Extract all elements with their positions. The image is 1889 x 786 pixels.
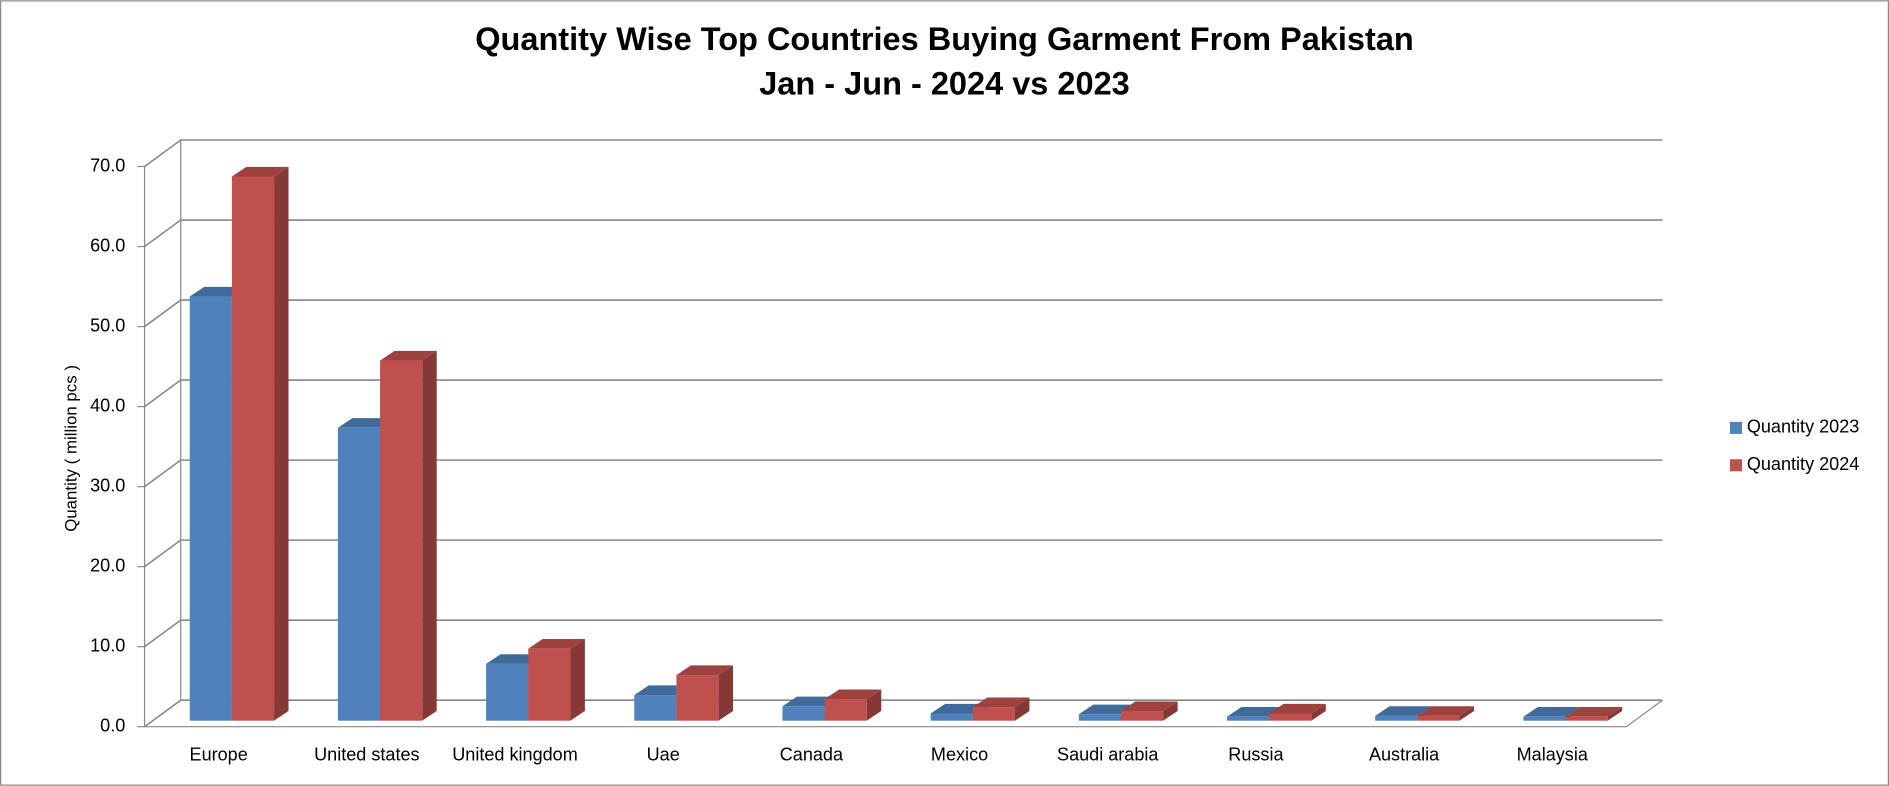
x-tick-label: Mexico <box>931 744 988 764</box>
y-tick-label: 40.0 <box>90 395 125 415</box>
grid-line <box>144 299 1663 328</box>
bar-side <box>1459 706 1474 721</box>
bar <box>1565 707 1623 721</box>
bar-front <box>528 648 571 721</box>
x-tick-label: Russia <box>1228 744 1284 764</box>
bar-front <box>1269 713 1312 721</box>
bar <box>676 665 734 721</box>
bar-front <box>1078 714 1121 721</box>
legend-swatch <box>1729 421 1743 434</box>
bar-front <box>380 360 423 721</box>
bar-top <box>1523 707 1580 717</box>
bar-side <box>570 639 585 721</box>
bar <box>528 639 585 721</box>
bar-side <box>1163 701 1178 721</box>
y-tick-label: 10.0 <box>90 635 125 655</box>
bar-front <box>486 663 529 721</box>
bar <box>824 689 882 721</box>
grid-line <box>144 459 1663 488</box>
bar-front <box>676 675 719 721</box>
bar-top <box>972 697 1030 708</box>
bar <box>1417 706 1474 721</box>
x-tick-label: Europe <box>190 744 248 764</box>
bar-side <box>718 665 734 721</box>
y-tick-label: 20.0 <box>90 555 125 575</box>
x-tick-label: Malaysia <box>1517 744 1589 764</box>
bar-front <box>1417 715 1460 721</box>
grid-line <box>144 379 1663 408</box>
y-tick-label: 70.0 <box>90 155 125 175</box>
bar-side <box>274 166 289 721</box>
bar-top <box>824 689 882 700</box>
x-tick-label: United kingdom <box>452 744 578 764</box>
bar-top <box>1375 706 1432 716</box>
bar-front <box>1120 711 1164 721</box>
bar-top <box>1269 703 1326 714</box>
bar-front <box>1375 715 1418 721</box>
y-tick-label: 0.0 <box>100 715 125 735</box>
chart-subtitle: Jan - Jun - 2024 vs 2023 <box>759 65 1130 101</box>
bar-top <box>231 166 289 177</box>
bar-side <box>1014 697 1030 721</box>
legend-label: Quantity 2024 <box>1747 454 1859 474</box>
bar-top <box>1120 701 1178 712</box>
bar <box>231 166 289 721</box>
grid-line <box>144 539 1663 568</box>
y-tick-label: 60.0 <box>90 235 125 255</box>
bar-front <box>337 427 381 721</box>
bar-side <box>1607 707 1623 721</box>
x-tick-label: United states <box>314 744 419 764</box>
bar-side <box>866 689 882 721</box>
floor-edge <box>144 699 1663 728</box>
bar-front <box>231 176 275 721</box>
grid-line <box>144 699 1663 728</box>
bar-top <box>1565 707 1623 717</box>
bar-top <box>528 639 585 649</box>
legend-swatch <box>1729 459 1743 472</box>
y-tick-label: 50.0 <box>90 315 125 335</box>
bar-top <box>676 665 734 676</box>
x-tick-label: Uae <box>647 744 680 764</box>
bar-front <box>634 695 677 721</box>
bar-front <box>1565 716 1608 721</box>
y-axis-label: Quantity ( million pcs ) <box>62 365 81 532</box>
bar-front <box>782 706 825 721</box>
bar-front <box>1523 716 1566 721</box>
bar-top <box>380 350 437 361</box>
bar-side <box>422 350 437 721</box>
bar <box>972 697 1030 721</box>
bar-side <box>1311 703 1326 721</box>
grid-line <box>144 219 1663 248</box>
x-tick-label: Australia <box>1369 744 1440 764</box>
bar-front <box>972 707 1015 721</box>
chart-title: Quantity Wise Top Countries Buying Garme… <box>475 21 1414 57</box>
x-tick-label: Saudi arabia <box>1057 744 1159 764</box>
bar <box>1120 701 1178 721</box>
bar-front <box>1227 716 1270 721</box>
y-tick-label: 30.0 <box>90 475 125 495</box>
bar <box>1269 703 1326 721</box>
grid-line <box>144 619 1663 648</box>
bar-front <box>930 713 973 721</box>
x-tick-label: Canada <box>780 744 844 764</box>
bar <box>380 350 437 721</box>
bar-front <box>189 296 232 721</box>
grid-line <box>144 139 1663 168</box>
bar-top <box>1417 706 1474 716</box>
bar-front <box>824 699 867 721</box>
legend-label: Quantity 2023 <box>1747 417 1859 437</box>
